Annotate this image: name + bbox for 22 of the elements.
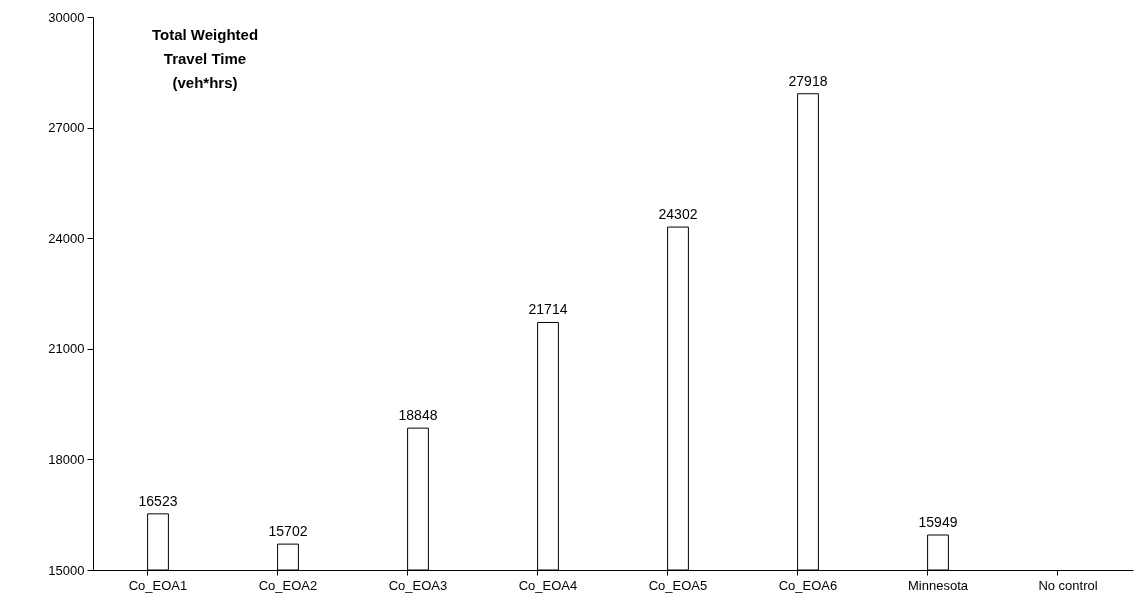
y-tick-label: 18000 (48, 451, 85, 467)
x-tick-label: No control (1038, 577, 1098, 593)
data-label: 21714 (528, 301, 568, 318)
y-tick-label: 30000 (48, 9, 85, 25)
data-label: 16523 (138, 492, 178, 509)
x-tick-label: Minnesota (908, 577, 969, 593)
data-label: 15949 (918, 514, 958, 531)
y-tick-label: 24000 (48, 230, 85, 246)
x-tick-label: Co_EOA2 (258, 577, 318, 593)
x-tick-label: Co_EOA3 (388, 577, 448, 593)
data-label: 27918 (788, 72, 828, 89)
y-tick-label: 15000 (48, 562, 85, 578)
data-label: 15702 (268, 523, 308, 540)
data-label: 24302 (658, 206, 698, 223)
x-tick-label: Co_EOA1 (128, 577, 188, 593)
x-tick-label: Co_EOA5 (648, 577, 708, 593)
y-tick-label: 27000 (48, 120, 85, 136)
y-tick-label: 21000 (48, 341, 85, 357)
text: Total Weighted Travel Time (veh*hrs) (151, 26, 259, 91)
data-label: 18848 (398, 407, 438, 424)
x-tick-label: Co_EOA6 (778, 577, 838, 593)
x-tick-label: Co_EOA4 (518, 577, 578, 593)
